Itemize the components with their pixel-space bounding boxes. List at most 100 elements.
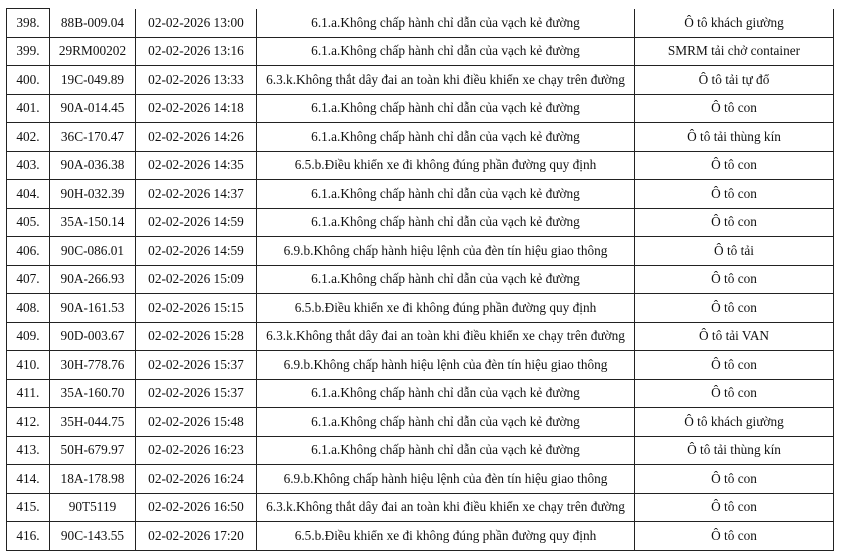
license-plate-cell: 90C-086.01: [49, 236, 136, 266]
row-number-cell: 412.: [6, 407, 50, 437]
table-row: 401. 90A-014.45 02-02-2026 14:18 6.1.a.Khôn…: [6, 93, 834, 123]
violation-time-cell: 02-02-2026 15:15: [135, 293, 257, 323]
violation-description-cell: 6.1.a.Không chấp hành chỉ dẫn của vạch k…: [256, 179, 635, 209]
license-plate-cell: 29RM00202: [49, 36, 136, 66]
table-row: 411. 35A-160.70 02-02-2026 15:37 6.1.a.Khôn…: [6, 378, 834, 408]
vehicle-type-cell: Ô tô con: [634, 150, 834, 180]
row-number-cell: 408.: [6, 293, 50, 323]
row-number-cell: 409.: [6, 321, 50, 351]
license-plate-cell: 90C-143.55: [49, 521, 136, 551]
license-plate-cell: 35H-044.75: [49, 407, 136, 437]
violation-time-cell: 02-02-2026 16:24: [135, 464, 257, 494]
table-row: 404. 90H-032.39 02-02-2026 14:37 6.1.a.Khôn…: [6, 179, 834, 209]
license-plate-cell: 90H-032.39: [49, 179, 136, 209]
violation-description-cell: 6.1.a.Không chấp hành chỉ dẫn của vạch k…: [256, 407, 635, 437]
table-row: 413. 50H-679.97 02-02-2026 16:23 6.1.a.Khôn…: [6, 435, 834, 465]
row-number-cell: 411.: [6, 378, 50, 408]
license-plate-cell: 50H-679.97: [49, 435, 136, 465]
vehicle-type-cell: Ô tô con: [634, 492, 834, 522]
table-row: 400. 19C-049.89 02-02-2026 13:33 6.3.k.Khôn…: [6, 65, 834, 95]
violation-time-cell: 02-02-2026 13:16: [135, 36, 257, 66]
violation-description-cell: 6.1.a.Không chấp hành chỉ dẫn của vạch k…: [256, 36, 635, 66]
row-number-cell: 403.: [6, 150, 50, 180]
row-number-cell: 406.: [6, 236, 50, 266]
license-plate-cell: 90A-266.93: [49, 264, 136, 294]
violation-time-cell: 02-02-2026 14:37: [135, 179, 257, 209]
row-number-cell: 402.: [6, 122, 50, 152]
vehicle-type-cell: SMRM tải chở container: [634, 36, 834, 66]
violation-time-cell: 02-02-2026 15:28: [135, 321, 257, 351]
violation-description-cell: 6.5.b.Điều khiển xe đi không đúng phần đ…: [256, 521, 635, 551]
table-row: 412. 35H-044.75 02-02-2026 15:48 6.1.a.Khôn…: [6, 407, 834, 437]
vehicle-type-cell: Ô tô con: [634, 350, 834, 380]
table-row: 414. 18A-178.98 02-02-2026 16:24 6.9.b.Khôn…: [6, 464, 834, 494]
vehicle-type-cell: Ô tô tải: [634, 236, 834, 266]
violation-time-cell: 02-02-2026 14:35: [135, 150, 257, 180]
violation-description-cell: 6.1.a.Không chấp hành chỉ dẫn của vạch k…: [256, 122, 635, 152]
vehicle-type-cell: Ô tô tải VAN: [634, 321, 834, 351]
vehicle-type-cell: Ô tô con: [634, 264, 834, 294]
violation-description-cell: 6.1.a.Không chấp hành chỉ dẫn của vạch k…: [256, 93, 635, 123]
vehicle-type-cell: Ô tô khách giường: [634, 407, 834, 437]
table-row: 402. 36C-170.47 02-02-2026 14:26 6.1.a.Khôn…: [6, 122, 834, 152]
row-number-cell: 398.: [6, 8, 50, 38]
table-row: 406. 90C-086.01 02-02-2026 14:59 6.9.b.Khôn…: [6, 236, 834, 266]
license-plate-cell: 88B-009.04: [49, 8, 136, 38]
violation-time-cell: 02-02-2026 15:09: [135, 264, 257, 294]
license-plate-cell: 18A-178.98: [49, 464, 136, 494]
license-plate-cell: 90A-161.53: [49, 293, 136, 323]
table-row: 403. 90A-036.38 02-02-2026 14:35 6.5.b.Điều…: [6, 150, 834, 180]
vehicle-type-cell: Ô tô khách giường: [634, 8, 834, 38]
violation-description-cell: 6.3.k.Không thắt dây đai an toàn khi điề…: [256, 492, 635, 522]
violation-time-cell: 02-02-2026 16:50: [135, 492, 257, 522]
violation-description-cell: 6.9.b.Không chấp hành hiệu lệnh của đèn …: [256, 464, 635, 494]
vehicle-type-cell: Ô tô con: [634, 93, 834, 123]
violation-time-cell: 02-02-2026 14:26: [135, 122, 257, 152]
violation-time-cell: 02-02-2026 13:33: [135, 65, 257, 95]
license-plate-cell: 36C-170.47: [49, 122, 136, 152]
table-row: 398. 88B-009.04 02-02-2026 13:00 6.1.a.Khôn…: [6, 8, 834, 38]
vehicle-type-cell: Ô tô con: [634, 521, 834, 551]
vehicle-type-cell: Ô tô con: [634, 464, 834, 494]
vehicle-type-cell: Ô tô tải thùng kín: [634, 435, 834, 465]
license-plate-cell: 35A-160.70: [49, 378, 136, 408]
row-number-cell: 400.: [6, 65, 50, 95]
violation-description-cell: 6.9.b.Không chấp hành hiệu lệnh của đèn …: [256, 236, 635, 266]
violation-time-cell: 02-02-2026 17:20: [135, 521, 257, 551]
row-number-cell: 399.: [6, 36, 50, 66]
violation-time-cell: 02-02-2026 13:00: [135, 8, 257, 38]
violation-description-cell: 6.3.k.Không thắt dây đai an toàn khi điề…: [256, 321, 635, 351]
license-plate-cell: 90A-036.38: [49, 150, 136, 180]
table-row: 405. 35A-150.14 02-02-2026 14:59 6.1.a.Khôn…: [6, 207, 834, 237]
table-row: 408. 90A-161.53 02-02-2026 15:15 6.5.b.Điều…: [6, 293, 834, 323]
violation-description-cell: 6.1.a.Không chấp hành chỉ dẫn của vạch k…: [256, 264, 635, 294]
violation-description-cell: 6.1.a.Không chấp hành chỉ dẫn của vạch k…: [256, 207, 635, 237]
vehicle-type-cell: Ô tô tải thùng kín: [634, 122, 834, 152]
license-plate-cell: 90A-014.45: [49, 93, 136, 123]
violation-time-cell: 02-02-2026 14:59: [135, 236, 257, 266]
violation-time-cell: 02-02-2026 14:59: [135, 207, 257, 237]
row-number-cell: 414.: [6, 464, 50, 494]
violation-time-cell: 02-02-2026 16:23: [135, 435, 257, 465]
violation-description-cell: 6.9.b.Không chấp hành hiệu lệnh của đèn …: [256, 350, 635, 380]
license-plate-cell: 35A-150.14: [49, 207, 136, 237]
row-number-cell: 407.: [6, 264, 50, 294]
row-number-cell: 416.: [6, 521, 50, 551]
violation-time-cell: 02-02-2026 14:18: [135, 93, 257, 123]
license-plate-cell: 90D-003.67: [49, 321, 136, 351]
violation-description-cell: 6.1.a.Không chấp hành chỉ dẫn của vạch k…: [256, 8, 635, 38]
vehicle-type-cell: Ô tô con: [634, 179, 834, 209]
violation-description-cell: 6.5.b.Điều khiển xe đi không đúng phần đ…: [256, 293, 635, 323]
violations-table: 398. 88B-009.04 02-02-2026 13:00 6.1.a.Khôn…: [6, 8, 834, 551]
vehicle-type-cell: Ô tô con: [634, 378, 834, 408]
row-number-cell: 415.: [6, 492, 50, 522]
table-row: 416. 90C-143.55 02-02-2026 17:20 6.5.b.Điều…: [6, 521, 834, 551]
violations-table-body: 398. 88B-009.04 02-02-2026 13:00 6.1.a.Khôn…: [6, 8, 834, 551]
row-number-cell: 401.: [6, 93, 50, 123]
license-plate-cell: 19C-049.89: [49, 65, 136, 95]
table-row: 415. 90T5119 02-02-2026 16:50 6.3.k.Không t…: [6, 492, 834, 522]
violation-time-cell: 02-02-2026 15:37: [135, 350, 257, 380]
license-plate-cell: 30H-778.76: [49, 350, 136, 380]
table-row: 410. 30H-778.76 02-02-2026 15:37 6.9.b.Khôn…: [6, 350, 834, 380]
row-number-cell: 404.: [6, 179, 50, 209]
